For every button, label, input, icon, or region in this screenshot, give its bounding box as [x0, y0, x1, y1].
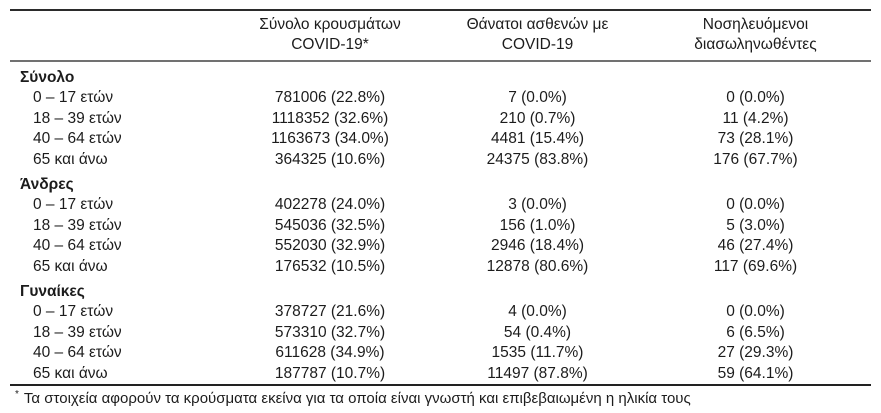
group-label: Άνδρες [20, 176, 74, 193]
group-header-men: Άνδρες [10, 170, 871, 195]
cases-value: 1118352 (32.6%) [271, 109, 389, 127]
table-row: 40 – 64 ετών 1163673 (34.0%) 4481 (15.4%… [10, 129, 871, 150]
table-row: 0 – 17 ετών 781006 (22.8%) 7 (0.0%) 0 (0… [10, 88, 871, 109]
cases-value: 611628 (34.9%) [275, 344, 385, 361]
deaths-value: 12878 (80.6%) [486, 257, 589, 275]
header-empty-cell [10, 10, 225, 62]
footnote-text: Τα στοιχεία αφορούν τα κρούσματα εκείνα … [23, 390, 691, 407]
cases-value: 402278 (24.0%) [274, 196, 386, 213]
age-label: 65 και άνω [33, 150, 108, 168]
group-header-women: Γυναίκες [10, 277, 871, 302]
deaths-value: 54 (0.4%) [503, 323, 572, 341]
header-intubated: Νοσηλευόμενοι διασωληνωθέντες [640, 10, 871, 62]
intubated-value: 5 (3.0%) [726, 216, 785, 234]
table-row: 18 – 39 ετών 545036 (32.5%) 156 (1.0%) 5… [10, 216, 871, 237]
cases-value: 781006 (22.8%) [274, 89, 386, 106]
deaths-value: 2946 (18.4%) [490, 237, 585, 254]
age-label: 65 και άνω [33, 257, 108, 275]
table-body: Σύνολο 0 – 17 ετών 781006 (22.8%) 7 (0.0… [10, 61, 871, 385]
header-intubated-line2: διασωληνωθέντες [694, 36, 817, 53]
deaths-value: 11497 (87.8%) [487, 364, 588, 382]
table-row: 40 – 64 ετών 552030 (32.9%) 2946 (18.4%)… [10, 236, 871, 257]
age-label: 18 – 39 ετών [33, 216, 122, 234]
age-label: 18 – 39 ετών [33, 323, 122, 341]
deaths-value: 210 (0.7%) [499, 109, 576, 127]
intubated-value: 27 (29.3%) [717, 344, 794, 361]
footnote-asterisk: * [15, 389, 19, 400]
table-row: 65 και άνω 187787 (10.7%) 11497 (87.8%) … [10, 364, 871, 386]
group-header-total: Σύνολο [10, 61, 871, 88]
intubated-value: 6 (6.5%) [726, 323, 785, 341]
header-deaths-line2: COVID-19 [501, 36, 574, 53]
table-header: Σύνολο κρουσμάτων COVID-19* Θάνατοι ασθε… [10, 10, 871, 62]
age-label: 18 – 39 ετών [33, 109, 122, 127]
table-row: 0 – 17 ετών 378727 (21.6%) 4 (0.0%) 0 (0… [10, 302, 871, 323]
intubated-value: 176 (67.7%) [713, 150, 798, 168]
cases-value: 187787 (10.7%) [274, 364, 386, 382]
age-label: 0 – 17 ετών [33, 89, 114, 106]
intubated-value: 0 (0.0%) [726, 196, 785, 213]
age-label: 40 – 64 ετών [33, 237, 122, 254]
deaths-value: 3 (0.0%) [508, 196, 567, 213]
cases-value: 573310 (32.7%) [274, 323, 386, 341]
group-label: Γυναίκες [20, 283, 85, 300]
header-total-cases-line1: Σύνολο κρουσμάτων [259, 16, 401, 33]
age-label: 0 – 17 ετών [33, 303, 114, 320]
intubated-value: 0 (0.0%) [726, 89, 785, 106]
deaths-value: 7 (0.0%) [508, 89, 567, 106]
age-label: 0 – 17 ετών [33, 196, 114, 213]
cases-value: 1163673 (34.0%) [271, 130, 389, 147]
table-row: 18 – 39 ετών 1118352 (32.6%) 210 (0.7%) … [10, 109, 871, 130]
cases-value: 378727 (21.6%) [274, 303, 386, 320]
table-footnote: * Τα στοιχεία αφορούν τα κρούσματα εκείνα… [15, 389, 871, 409]
deaths-value: 4 (0.0%) [508, 303, 567, 320]
intubated-value: 117 (69.6%) [713, 257, 798, 275]
cases-value: 364325 (10.6%) [274, 150, 386, 168]
covid-age-table: Σύνολο κρουσμάτων COVID-19* Θάνατοι ασθε… [10, 9, 871, 386]
intubated-value: 73 (28.1%) [717, 130, 794, 147]
table-row: 0 – 17 ετών 402278 (24.0%) 3 (0.0%) 0 (0… [10, 195, 871, 216]
intubated-value: 0 (0.0%) [726, 303, 785, 320]
cases-value: 545036 (32.5%) [274, 216, 386, 234]
table-row: 40 – 64 ετών 611628 (34.9%) 1535 (11.7%)… [10, 343, 871, 364]
intubated-value: 11 (4.2%) [722, 109, 789, 127]
intubated-value: 46 (27.4%) [717, 237, 794, 254]
table-row: 65 και άνω 364325 (10.6%) 24375 (83.8%) … [10, 150, 871, 171]
cases-value: 176532 (10.5%) [274, 257, 386, 275]
age-label: 40 – 64 ετών [33, 130, 122, 147]
header-total-cases: Σύνολο κρουσμάτων COVID-19* [225, 10, 435, 62]
header-row: Σύνολο κρουσμάτων COVID-19* Θάνατοι ασθε… [10, 10, 871, 62]
age-label: 65 και άνω [33, 364, 108, 382]
header-total-cases-line2: COVID-19* [291, 36, 369, 53]
deaths-value: 156 (1.0%) [499, 216, 576, 234]
deaths-value: 4481 (15.4%) [490, 130, 585, 147]
header-deaths-line1: Θάνατοι ασθενών με [466, 16, 609, 33]
header-intubated-line1: Νοσηλευόμενοι [702, 16, 809, 33]
deaths-value: 1535 (11.7%) [491, 344, 584, 361]
table-row: 18 – 39 ετών 573310 (32.7%) 54 (0.4%) 6 … [10, 323, 871, 344]
table-row: 65 και άνω 176532 (10.5%) 12878 (80.6%) … [10, 257, 871, 278]
deaths-value: 24375 (83.8%) [486, 150, 589, 168]
intubated-value: 59 (64.1%) [717, 364, 794, 382]
cases-value: 552030 (32.9%) [274, 237, 386, 254]
group-label: Σύνολο [20, 69, 75, 86]
header-deaths: Θάνατοι ασθενών με COVID-19 [435, 10, 640, 62]
age-label: 40 – 64 ετών [33, 344, 122, 361]
